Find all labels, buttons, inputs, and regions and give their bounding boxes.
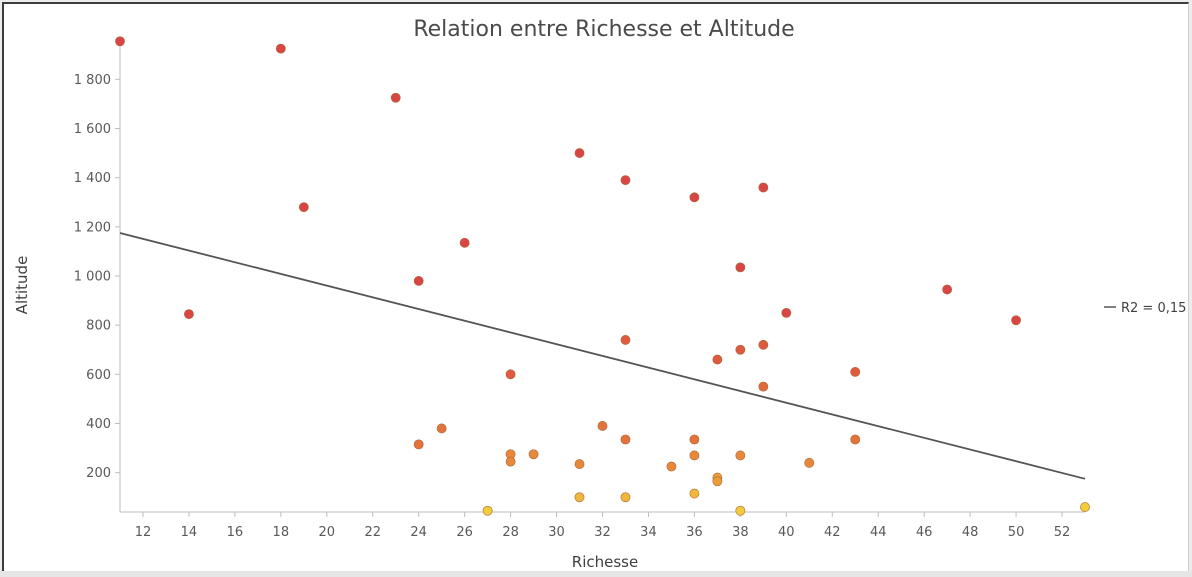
x-tick-label: 42: [824, 525, 841, 540]
data-point: [115, 36, 125, 47]
data-point: [620, 434, 631, 445]
data-point: [620, 335, 631, 345]
y-tick-label: 200: [86, 466, 111, 481]
x-tick-label: 52: [1054, 525, 1071, 540]
x-tick-label: 36: [686, 525, 703, 540]
y-tick-label: 1 400: [74, 171, 111, 186]
x-tick-label: 38: [732, 525, 749, 540]
trendline: [119, 232, 1086, 480]
y-tick-label: 1 800: [74, 73, 111, 88]
data-point: [850, 434, 861, 445]
data-point: [781, 307, 792, 318]
data-point: [275, 43, 286, 54]
data-point: [620, 175, 631, 186]
x-tick-label: 12: [135, 525, 152, 540]
x-tick-label: 24: [410, 525, 427, 540]
data-point: [804, 457, 815, 468]
data-point: [942, 284, 953, 295]
y-tick-label: 1 600: [74, 122, 111, 137]
x-tick-label: 14: [181, 525, 198, 540]
y-tick-label: 800: [86, 319, 111, 334]
data-point: [505, 456, 516, 467]
x-tick-label: 18: [273, 525, 290, 540]
y-axis-label: Altitude: [13, 256, 31, 315]
legend-label: R2 = 0,15: [1121, 301, 1186, 316]
x-tick-label: 32: [594, 525, 611, 540]
data-point: [1080, 502, 1090, 512]
data-point: [459, 237, 470, 248]
data-point: [620, 492, 631, 503]
x-tick-label: 28: [502, 525, 519, 540]
x-axis-label: Richesse: [572, 553, 638, 571]
data-point: [505, 369, 516, 380]
data-point: [597, 421, 608, 431]
data-point: [298, 202, 309, 213]
data-point: [689, 434, 700, 445]
x-tick-label: 30: [548, 525, 565, 540]
data-point: [413, 276, 424, 286]
data-point: [735, 505, 746, 516]
data-point: [1011, 315, 1021, 326]
data-points: [115, 36, 1090, 516]
x-tick-label: 20: [319, 525, 336, 540]
bottom-strip: [0, 571, 1192, 577]
y-tick-label: 1 200: [74, 220, 111, 235]
data-point: [735, 262, 746, 273]
y-axis-ticks: 200 400 600 800 1 000 1 200 1 400 1 600 1 800: [74, 73, 120, 481]
x-tick-label: 16: [227, 525, 244, 540]
data-point: [758, 182, 769, 193]
data-point: [689, 488, 700, 499]
y-tick-label: 600: [86, 368, 111, 383]
chart-title: Relation entre Richesse et Altitude: [413, 17, 794, 42]
y-tick-label: 1 000: [74, 270, 111, 285]
data-point: [390, 92, 401, 103]
data-point: [436, 423, 447, 434]
data-point: [850, 366, 861, 377]
data-point: [574, 492, 585, 503]
data-point: [413, 439, 424, 450]
x-tick-label: 48: [962, 525, 979, 540]
data-point: [712, 476, 723, 487]
data-point: [482, 505, 493, 516]
trendline-series: [119, 232, 1086, 480]
x-tick-label: 22: [364, 525, 381, 540]
legend: R2 = 0,15: [1104, 301, 1186, 316]
data-point: [712, 354, 723, 365]
x-axis-ticks: 12 14 16 18 20 22 24 26 28 30 32 34 36 38 40 42 44 46 48 50…: [135, 512, 1071, 540]
data-point: [689, 192, 700, 203]
data-point: [528, 449, 539, 460]
data-point: [758, 381, 769, 392]
x-tick-label: 50: [1008, 525, 1025, 540]
x-tick-label: 40: [778, 525, 795, 540]
y-tick-label: 400: [86, 417, 111, 432]
data-point: [735, 344, 746, 355]
data-point: [758, 339, 769, 350]
data-point: [184, 309, 194, 320]
x-tick-label: 26: [456, 525, 473, 540]
data-point: [574, 148, 585, 158]
data-point: [735, 450, 746, 461]
x-tick-label: 34: [640, 525, 657, 540]
x-tick-label: 46: [916, 525, 933, 540]
data-point: [689, 450, 700, 461]
data-point: [574, 459, 585, 469]
data-point: [666, 461, 677, 472]
x-tick-label: 44: [870, 525, 887, 540]
